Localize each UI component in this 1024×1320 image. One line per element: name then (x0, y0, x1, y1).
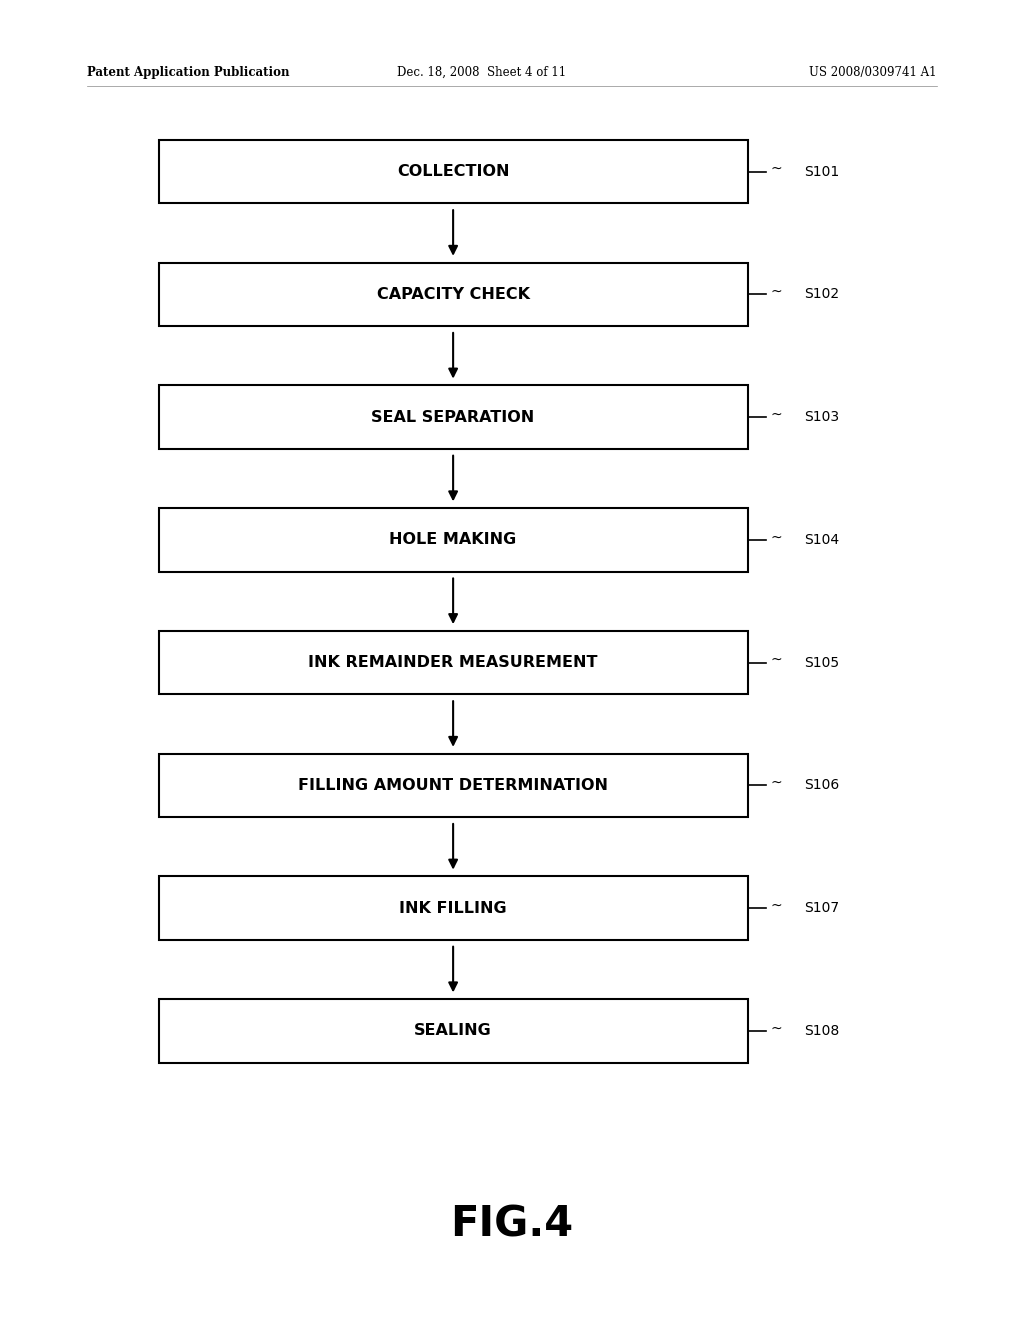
Text: CAPACITY CHECK: CAPACITY CHECK (377, 286, 529, 302)
Text: SEAL SEPARATION: SEAL SEPARATION (372, 409, 535, 425)
Text: ~: ~ (770, 408, 781, 421)
Text: INK REMAINDER MEASUREMENT: INK REMAINDER MEASUREMENT (308, 655, 598, 671)
Bar (159, 631, 748, 694)
Text: FIG.4: FIG.4 (451, 1204, 573, 1246)
Text: INK FILLING: INK FILLING (399, 900, 507, 916)
Text: ~: ~ (770, 776, 781, 789)
Text: Dec. 18, 2008  Sheet 4 of 11: Dec. 18, 2008 Sheet 4 of 11 (396, 66, 566, 79)
Text: COLLECTION: COLLECTION (397, 164, 509, 180)
Bar (159, 876, 748, 940)
Text: ~: ~ (770, 653, 781, 667)
Text: S104: S104 (804, 533, 839, 546)
Bar (159, 385, 748, 449)
Text: ~: ~ (770, 162, 781, 176)
Text: S101: S101 (804, 165, 839, 178)
Text: FILLING AMOUNT DETERMINATION: FILLING AMOUNT DETERMINATION (298, 777, 608, 793)
Text: ~: ~ (770, 285, 781, 298)
Text: ~: ~ (770, 531, 781, 544)
Text: S102: S102 (804, 288, 839, 301)
Text: ~: ~ (770, 899, 781, 912)
Text: ~: ~ (770, 1022, 781, 1035)
Bar (159, 999, 748, 1063)
Bar (159, 754, 748, 817)
Text: S106: S106 (804, 779, 839, 792)
Text: Patent Application Publication: Patent Application Publication (87, 66, 290, 79)
Bar (159, 263, 748, 326)
Bar (159, 508, 748, 572)
Text: S105: S105 (804, 656, 839, 669)
Text: S108: S108 (804, 1024, 839, 1038)
Text: S103: S103 (804, 411, 839, 424)
Text: HOLE MAKING: HOLE MAKING (389, 532, 517, 548)
Bar (159, 140, 748, 203)
Text: S107: S107 (804, 902, 839, 915)
Text: US 2008/0309741 A1: US 2008/0309741 A1 (809, 66, 937, 79)
Text: SEALING: SEALING (415, 1023, 492, 1039)
